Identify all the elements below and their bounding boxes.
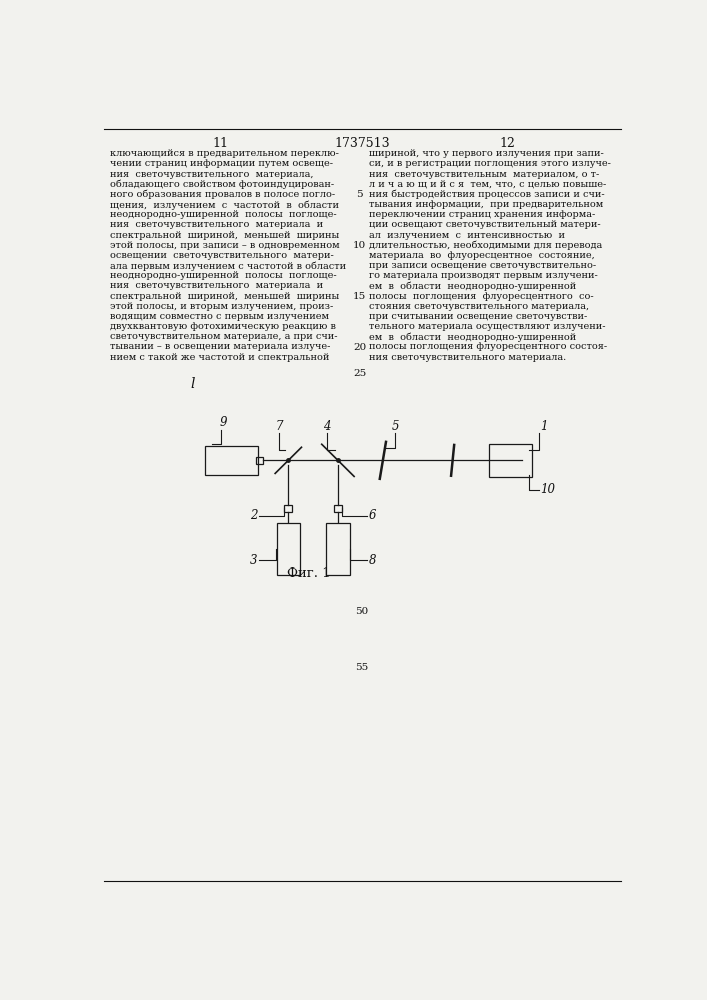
Text: спектральной  шириной,  меньшей  ширины: спектральной шириной, меньшей ширины [110,292,339,301]
Text: стояния светочувствительного материала,: стояния светочувствительного материала, [369,302,589,311]
Text: полосы  поглощения  флуоресцентного  со-: полосы поглощения флуоресцентного со- [369,292,594,301]
Text: при считывании освещение светочувстви-: при считывании освещение светочувстви- [369,312,588,321]
Text: тывания информации,  при предварительном: тывания информации, при предварительном [369,200,603,209]
Text: 2: 2 [250,509,257,522]
Text: материала  во  флуоресцентное  состояние,: материала во флуоресцентное состояние, [369,251,595,260]
Text: нием с такой же частотой и спектральной: нием с такой же частотой и спектральной [110,353,329,362]
Text: 50: 50 [356,607,368,616]
Text: ния  светочувствительным  материалом, о т-: ния светочувствительным материалом, о т- [369,170,599,179]
Bar [206,446,258,475]
Text: 55: 55 [356,663,368,672]
Text: 10: 10 [353,241,366,250]
Text: 1: 1 [540,420,548,433]
Text: этой полосы, при записи – в одновременном: этой полосы, при записи – в одновременно… [110,241,339,250]
Text: светочувствительном материале, а при счи-: светочувствительном материале, а при счи… [110,332,337,341]
Bar [256,457,263,464]
Text: этой полосы, и вторым излучением, произ-: этой полосы, и вторым излучением, произ- [110,302,333,311]
Text: шириной, что у первого излучения при запи-: шириной, что у первого излучения при зап… [369,149,604,158]
Text: ключающийся в предварительном переклю-: ключающийся в предварительном переклю- [110,149,339,158]
Text: си, и в регистрации поглощения этого излуче-: си, и в регистрации поглощения этого изл… [369,159,611,168]
Text: л и ч а ю щ и й с я  тем, что, с целью повыше-: л и ч а ю щ и й с я тем, что, с целью по… [369,180,606,189]
Text: тельного материала осуществляют излучени-: тельного материала осуществляют излучени… [369,322,605,331]
Text: 11: 11 [212,137,228,150]
Text: 10: 10 [540,483,555,496]
Text: 25: 25 [353,369,366,378]
Text: ем  в  области  неоднородно-уширенной: ем в области неоднородно-уширенной [369,281,576,291]
Text: чении страниц информации путем освеще-: чении страниц информации путем освеще- [110,159,333,168]
Text: 8: 8 [369,554,376,567]
Text: ния  светочувствительного  материала  и: ния светочувствительного материала и [110,220,323,229]
Text: 9: 9 [219,416,227,429]
Text: 5: 5 [392,420,399,433]
Text: неоднородно-уширенной  полосы  поглоще-: неоднородно-уширенной полосы поглоще- [110,210,337,219]
Bar [276,523,300,575]
Text: щения,  излучением  с  частотой  в  области: щения, излучением с частотой в области [110,200,339,210]
Text: полосы поглощения флуоресцентного состоя-: полосы поглощения флуоресцентного состоя… [369,342,607,351]
Text: двухквантовую фотохимическую реакцию в: двухквантовую фотохимическую реакцию в [110,322,336,331]
Text: 12: 12 [499,137,515,150]
Text: ния  светочувствительного  материала,: ния светочувствительного материала, [110,170,314,179]
Text: ния быстродействия процессов записи и счи-: ния быстродействия процессов записи и сч… [369,190,604,199]
Text: переключении страниц хранения информа-: переключении страниц хранения информа- [369,210,595,219]
Text: ния  светочувствительного  материала  и: ния светочувствительного материала и [110,281,323,290]
Text: ного образования провалов в полосе погло-: ного образования провалов в полосе погло… [110,190,335,199]
Text: 5: 5 [356,190,363,199]
Bar [334,505,341,512]
Text: ал  излучением  с  интенсивностью  и: ал излучением с интенсивностью и [369,231,565,240]
Text: 4: 4 [323,420,331,433]
Text: водящим совместно с первым излучением: водящим совместно с первым излучением [110,312,329,321]
Text: 20: 20 [353,343,366,352]
Text: ала первым излучением с частотой в области: ала первым излучением с частотой в облас… [110,261,346,271]
Text: 1737513: 1737513 [334,137,390,150]
Text: 7: 7 [275,420,283,433]
Text: l: l [191,377,195,391]
Text: го материала производят первым излучени-: го материала производят первым излучени- [369,271,597,280]
Text: ции освещают светочувствительный матери-: ции освещают светочувствительный матери- [369,220,600,229]
Text: освещении  светочувствительного  матери-: освещении светочувствительного матери- [110,251,334,260]
Bar [489,444,532,477]
Bar [284,505,292,512]
Text: ем  в  области  неоднородно-уширенной: ем в области неоднородно-уширенной [369,332,576,342]
Text: обладающего свойством фотоиндуцирован-: обладающего свойством фотоиндуцирован- [110,180,334,189]
Text: 15: 15 [353,292,366,301]
Text: Фиг. 1: Фиг. 1 [288,567,331,580]
Text: тывании – в освещении материала излуче-: тывании – в освещении материала излуче- [110,342,330,351]
Bar [327,523,349,575]
Text: 3: 3 [250,554,257,567]
Text: спектральной  шириной,  меньшей  ширины: спектральной шириной, меньшей ширины [110,231,339,240]
Text: ния светочувствительного материала.: ния светочувствительного материала. [369,353,566,362]
Text: при записи освещение светочувствительно-: при записи освещение светочувствительно- [369,261,596,270]
Text: 6: 6 [369,509,376,522]
Text: длительностью, необходимыми для перевода: длительностью, необходимыми для перевода [369,241,602,250]
Text: неоднородно-уширенной  полосы  поглоще-: неоднородно-уширенной полосы поглоще- [110,271,337,280]
